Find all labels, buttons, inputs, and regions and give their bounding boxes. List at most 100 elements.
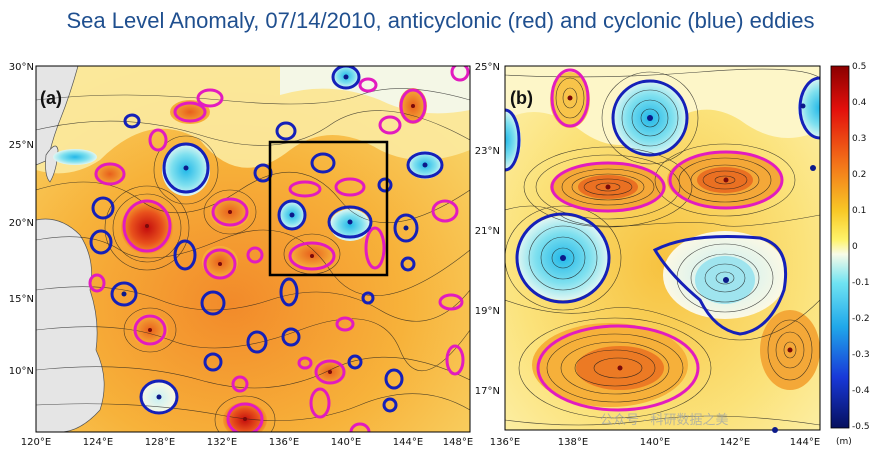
cyclonic-eddy-outline [327, 205, 373, 239]
anticyclonic-eddy-outline [450, 66, 470, 82]
anticyclonic-eddy-outline [203, 248, 237, 280]
anticyclonic-eddy-outline [231, 375, 249, 393]
colorbar-tick: -0.2 [852, 314, 870, 324]
x-tick-label: 120°E [21, 437, 51, 448]
colorbar-tick: 0.5 [852, 62, 866, 72]
colorbar-tick: -0.5 [852, 422, 870, 432]
cyclonic-eddy-outline [393, 213, 419, 243]
cyclonic-eddy-outline [505, 108, 521, 172]
colorbar-unit: (m) [836, 437, 852, 447]
panel-b-map: 公众号 · 科研数据之美 [505, 66, 820, 430]
x-tick-label: 136°E [490, 437, 520, 448]
anticyclonic-eddy-outline [148, 128, 168, 152]
colorbar-ticks: 0.5 0.4 0.3 0.2 0.1 0 -0.1 -0.2 -0.3 -0.… [852, 62, 870, 432]
cyclonic-eddy-outline [162, 142, 210, 194]
anticyclonic-eddy-outline [314, 359, 346, 385]
cyclonic-eddy-outline [652, 235, 788, 336]
cyclonic-eddy-outline [382, 397, 398, 413]
panel-a-eddy-centers [121, 74, 428, 421]
anticyclonic-eddy-outline [668, 150, 784, 210]
cyclonic-eddy-outline [91, 196, 115, 220]
panel-a-x-axis: 120°E 124°E 128°E 132°E 136°E 140°E 144°… [21, 437, 473, 448]
panel-b-edge-center [810, 165, 816, 171]
cyclonic-eddy-outline [400, 256, 416, 272]
cyclonic-eddy-outline [200, 290, 226, 316]
y-tick-label: 17°N [475, 386, 500, 397]
anticyclonic-eddy-outline [364, 226, 386, 270]
cyclonic-eddy-outline [139, 379, 179, 415]
watermark: 公众号 · 科研数据之美 [600, 412, 729, 427]
y-tick-label: 21°N [475, 226, 500, 237]
y-tick-label: 19°N [475, 306, 500, 317]
colorbar-tick: 0.4 [852, 98, 867, 108]
x-tick-label: 140°E [640, 437, 670, 448]
colorbar-tick: 0.2 [852, 170, 866, 180]
panel-a-label: (a) [40, 88, 62, 108]
cyclonic-eddy-outline [515, 212, 611, 304]
panel-b-label: (b) [510, 88, 533, 108]
panel-b-contours [505, 68, 820, 426]
cyclonic-eddy-outline [377, 177, 393, 193]
anticyclonic-eddy-outline [211, 197, 249, 227]
anticyclonic-eddy-outline [309, 387, 331, 419]
anticyclonic-eddy-outline [445, 344, 465, 376]
anticyclonic-eddy-outline [334, 177, 366, 197]
zoom-region-box [268, 140, 389, 277]
anticyclonic-eddy-outline [399, 88, 427, 124]
cyclonic-eddy-outline [361, 291, 375, 305]
x-tick-label: 132°E [207, 437, 237, 448]
y-tick-label: 23°N [475, 146, 500, 157]
cyclonic-eddy-outline [347, 354, 363, 370]
colorbar-tick: 0 [852, 242, 858, 252]
x-tick-label: 142°E [720, 437, 750, 448]
y-tick-label: 15°N [9, 294, 34, 305]
anticyclonic-eddy-outline [378, 115, 402, 135]
x-tick-label: 128°E [145, 437, 175, 448]
figure-title: Sea Level Anomaly, 07/14/2010, anticyclo… [66, 8, 815, 33]
anticyclonic-eddy-outline [536, 324, 700, 412]
panel-b-x-axis: 136°E 138°E 140°E 142°E 144°E [490, 437, 820, 448]
x-tick-label: 144°E [393, 437, 423, 448]
panel-b-anticyclonic-eddies [536, 68, 784, 412]
y-tick-label: 30°N [9, 62, 34, 73]
x-tick-label: 144°E [790, 437, 820, 448]
cyclonic-eddy-outline [275, 121, 297, 141]
x-tick-label: 148°E [443, 437, 473, 448]
anticyclonic-eddy-outline [431, 199, 459, 223]
cyclonic-eddy-outline [173, 239, 197, 271]
cyclonic-eddy-outline [281, 327, 301, 347]
anticyclonic-eddy-outline [335, 316, 355, 332]
colorbar-tick: 0.3 [852, 134, 866, 144]
cyclonic-eddy-outline [384, 368, 404, 390]
colorbar [830, 65, 850, 429]
anticyclonic-eddy-outline [122, 199, 172, 253]
cyclonic-eddy-outline [203, 352, 223, 372]
anticyclonic-eddy-outline [438, 293, 464, 311]
panel-a-warm-core [94, 162, 126, 186]
anticyclonic-eddy-outline [94, 162, 126, 186]
x-tick-label: 136°E [269, 437, 299, 448]
cyclonic-eddy-outline [246, 330, 268, 354]
colorbar-tick: 0.1 [852, 206, 866, 216]
anticyclonic-eddy-outline [88, 273, 106, 293]
panel-b-y-axis: 25°N 23°N 21°N 19°N 17°N [475, 62, 500, 397]
anticyclonic-eddy-outline [550, 161, 666, 213]
anticyclonic-eddy-outline [246, 246, 264, 264]
cyclonic-eddy-outline [110, 281, 138, 307]
anticyclonic-eddy-outline [133, 314, 167, 346]
colorbar-tick: -0.4 [852, 386, 870, 396]
y-tick-label: 20°N [9, 218, 34, 229]
y-tick-label: 25°N [9, 140, 34, 151]
panel-b-cyclonic-eddies [505, 76, 820, 336]
y-tick-label: 10°N [9, 366, 34, 377]
panel-a-contours [36, 88, 470, 432]
cyclonic-eddy-outline [279, 277, 299, 307]
anticyclonic-eddy-outline [297, 356, 313, 370]
anticyclonic-eddy-outline [173, 101, 207, 123]
cyclonic-eddy-outline [611, 79, 689, 157]
panel-a-land-philippines [36, 218, 105, 432]
panel-a-anticyclonic-eddies [88, 66, 470, 432]
panel-a-frame [35, 65, 471, 433]
cyclonic-eddy-outline [310, 152, 336, 174]
panel-a-cyclonic-eddies [89, 66, 444, 415]
